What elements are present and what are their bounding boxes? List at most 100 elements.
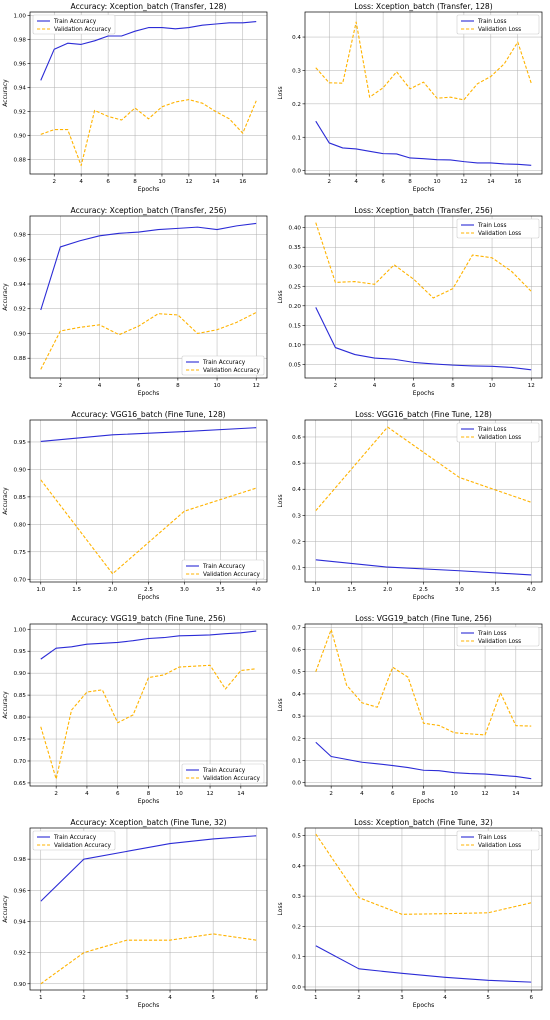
y-tick-label: 0.4 (292, 35, 301, 41)
y-tick-label: 0.94 (14, 282, 27, 288)
x-tick-label: 6 (106, 179, 110, 185)
x-tick-label: 2.5 (419, 587, 428, 593)
y-tick-label: 0.98 (14, 38, 27, 44)
y-tick-label: 0.96 (14, 257, 27, 263)
plot-frame (304, 215, 543, 379)
legend-entry: Validation Accuracy (203, 572, 261, 578)
y-tick-label: 0.70 (14, 577, 27, 583)
plot-frame (304, 419, 543, 583)
chart-8: Accuracy: Xception_batch (Fine Tune, 32)… (2, 818, 268, 1009)
x-axis-label: Epochs (138, 798, 160, 805)
x-tick-label: 14 (237, 791, 245, 797)
legend-box (181, 559, 265, 580)
x-tick-label: 2.5 (144, 587, 153, 593)
y-tick-label: 0.3 (292, 513, 301, 519)
y-tick-label: 1.00 (14, 627, 27, 633)
x-tick-label: 6 (529, 995, 533, 1001)
legend-entry: Validation Accuracy (54, 843, 112, 849)
legend-box (456, 626, 540, 647)
y-tick-label: 0.94 (14, 919, 27, 925)
x-tick-label: 2 (52, 179, 56, 185)
y-tick-label: 0.98 (14, 857, 27, 863)
chart-title: Loss: VGG16_batch (Fine Tune, 128) (355, 410, 492, 419)
x-tick-label: 1 (314, 995, 318, 1001)
y-tick-label: 0.25 (289, 284, 302, 290)
validation-series-line (40, 99, 257, 167)
plot-frame (304, 11, 543, 175)
y-tick-label: 1.00 (14, 14, 27, 20)
legend-box (181, 355, 265, 376)
x-tick-label: 2.0 (383, 587, 392, 593)
legend-entry: Train Accuracy (202, 564, 246, 570)
y-axis-label: Loss (277, 290, 284, 303)
legend-box (456, 422, 540, 443)
legend-entry: Validation Loss (478, 231, 521, 237)
train-series-line (315, 307, 532, 371)
legend: Train Accuracy Validation Accuracy (181, 355, 265, 376)
y-tick-label: 0.30 (289, 265, 302, 271)
chart-title: Loss: Xception_batch (Transfer, 256) (354, 206, 493, 215)
y-tick-label: 0.75 (14, 737, 27, 743)
y-tick-label: 0.1 (292, 758, 301, 764)
legend-entry: Train Loss (477, 835, 506, 841)
y-tick-label: 0.92 (14, 951, 26, 957)
chart-0: Accuracy: Xception_batch (Transfer, 128)… (2, 2, 268, 193)
train-series-line (315, 120, 532, 166)
y-tick-label: 0.6 (292, 435, 301, 441)
x-tick-label: 2 (334, 383, 338, 389)
y-tick-label: 0.92 (14, 110, 26, 116)
y-tick-label: 0.0 (292, 781, 301, 787)
train-series-line (40, 835, 257, 902)
y-tick-label: 0.5 (292, 834, 301, 840)
y-tick-label: 0.1 (292, 566, 301, 572)
plot-frame (29, 623, 268, 787)
train-series-line (40, 630, 257, 660)
x-tick-label: 16 (239, 179, 247, 185)
legend-entry: Train Accuracy (53, 835, 97, 841)
chart-1: Loss: Xception_batch (Transfer, 128) 2 4 6 8… (277, 2, 543, 193)
legend-entry: Train Loss (477, 427, 506, 433)
x-tick-label: 2 (357, 995, 361, 1001)
chart-title: Accuracy: Xception_batch (Fine Tune, 32) (70, 818, 226, 827)
legend-box (32, 830, 116, 851)
x-tick-label: 12 (253, 383, 260, 389)
y-tick-label: 0.3 (292, 714, 301, 720)
x-axis-label: Epochs (413, 390, 435, 397)
legend: Train Loss Validation Loss (456, 14, 540, 35)
y-tick-label: 0.0 (292, 169, 301, 175)
x-tick-label: 4 (85, 791, 89, 797)
x-tick-label: 10 (451, 791, 459, 797)
legend-entry: Train Accuracy (202, 360, 246, 366)
x-tick-label: 4 (168, 995, 172, 1001)
y-tick-label: 0.7 (292, 625, 301, 631)
y-axis-label: Loss (277, 86, 284, 99)
y-tick-label: 0.5 (292, 670, 301, 676)
plot-frame (29, 827, 268, 991)
y-tick-label: 0.90 (14, 982, 27, 988)
x-tick-label: 1 (39, 995, 43, 1001)
x-tick-label: 8 (451, 383, 455, 389)
chart-title: Accuracy: VGG19_batch (Fine Tune, 256) (71, 614, 225, 623)
y-tick-label: 0.90 (14, 134, 27, 140)
x-tick-label: 4 (360, 791, 364, 797)
x-tick-label: 6 (391, 791, 395, 797)
x-axis-label: Epochs (413, 186, 435, 193)
x-tick-label: 14 (512, 791, 520, 797)
x-axis-label: Epochs (138, 594, 160, 601)
y-tick-label: 0.95 (14, 649, 27, 655)
y-axis-label: Accuracy (2, 895, 9, 923)
x-tick-label: 4 (373, 383, 377, 389)
y-axis-label: Accuracy (2, 79, 9, 107)
y-tick-label: 0.4 (292, 864, 301, 870)
x-tick-label: 10 (433, 179, 441, 185)
x-tick-label: 12 (528, 383, 535, 389)
x-tick-label: 8 (176, 383, 180, 389)
y-tick-label: 0.0 (292, 985, 301, 991)
chart-title: Loss: Xception_batch (Transfer, 128) (354, 2, 493, 11)
x-tick-label: 5 (211, 995, 215, 1001)
chart-3: Loss: Xception_batch (Transfer, 256) 2 4 6 8… (277, 206, 543, 397)
x-tick-label: 2 (327, 179, 331, 185)
legend-entry: Train Loss (477, 631, 506, 637)
validation-series-line (40, 311, 257, 370)
y-tick-label: 0.4 (292, 487, 301, 493)
